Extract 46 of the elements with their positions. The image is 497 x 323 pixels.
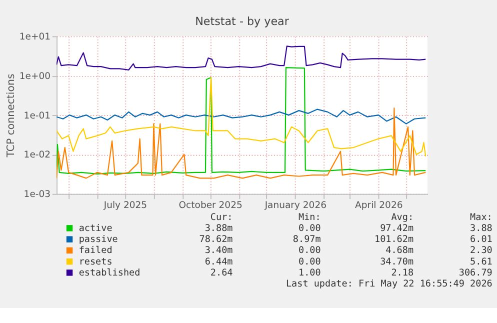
text: 306.79 (458, 267, 492, 278)
y-tick-label: 1e+00 (19, 70, 51, 82)
legend-label: resets (78, 256, 112, 268)
text: Max: (470, 212, 492, 223)
line-series (56, 108, 426, 179)
text: Cur: (210, 212, 233, 223)
line-series (56, 46, 426, 70)
legend-label: active (78, 222, 113, 234)
text: 8.97m (292, 234, 322, 246)
y-tick-label: 1e+01 (19, 31, 51, 42)
legend-label: passive (78, 234, 118, 246)
text: Avg: (391, 212, 414, 223)
text: 5.61 (470, 256, 492, 268)
y-tick-label: 1e-03 (24, 189, 51, 200)
text: 3.88 (470, 222, 492, 234)
text: 6.44m (204, 256, 234, 268)
legend-label: established (78, 267, 140, 278)
text: 6.01 (470, 234, 492, 246)
text: 0.00 (298, 245, 321, 256)
text: 101.62m (374, 234, 414, 246)
text: 2.18 (391, 267, 414, 278)
text: 0.00 (298, 222, 321, 234)
x-tick-label: October 2025 (178, 200, 242, 212)
text: 34.70m (380, 256, 414, 268)
x-tick-label: July 2025 (102, 200, 148, 212)
text: 3.88m (204, 222, 234, 234)
text: 0.00 (298, 256, 321, 268)
text: 78.62m (199, 234, 234, 246)
x-tick-label: April 2026 (355, 200, 403, 212)
text: Last update: Fri May 22 16:55:49 2026 (286, 278, 492, 290)
text: 1.00 (298, 267, 321, 278)
text: 2.64 (210, 267, 234, 278)
chart-title: Netstat - by year (195, 15, 290, 28)
line-series (56, 67, 426, 176)
text: 2.30 (470, 245, 492, 256)
text: 97.42m (380, 222, 414, 234)
legend-label: failed (78, 245, 112, 256)
line-series (56, 76, 426, 157)
x-tick-label: January 2026 (264, 200, 327, 212)
y-axis-title: TCP connections (6, 74, 17, 158)
line-series (56, 108, 426, 124)
text: 3.40m (204, 245, 234, 256)
y-tick-label: 1e-01 (24, 110, 51, 122)
y-tick-label: 1e-02 (24, 150, 51, 161)
text: Min: (298, 212, 321, 223)
text: 4.68m (386, 245, 414, 256)
